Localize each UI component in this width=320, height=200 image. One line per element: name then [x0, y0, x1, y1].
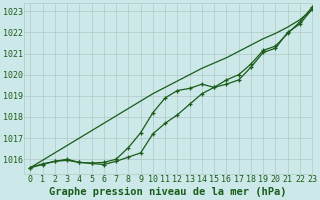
X-axis label: Graphe pression niveau de la mer (hPa): Graphe pression niveau de la mer (hPa)	[50, 187, 287, 197]
